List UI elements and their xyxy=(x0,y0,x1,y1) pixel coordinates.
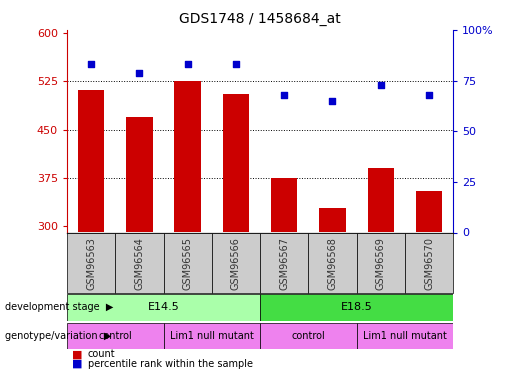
Point xyxy=(329,98,337,104)
Bar xyxy=(260,322,356,349)
Text: percentile rank within the sample: percentile rank within the sample xyxy=(88,359,252,369)
Bar xyxy=(260,294,453,321)
Point xyxy=(183,62,192,68)
Text: Lim1 null mutant: Lim1 null mutant xyxy=(170,331,254,340)
Bar xyxy=(222,94,249,232)
Bar xyxy=(67,294,260,321)
Bar xyxy=(212,232,260,292)
Point xyxy=(376,82,385,88)
Bar xyxy=(67,232,115,292)
Bar xyxy=(260,232,308,292)
Bar xyxy=(356,232,405,292)
Bar xyxy=(78,90,105,232)
Text: ■: ■ xyxy=(72,350,82,359)
Bar xyxy=(271,178,298,232)
Bar xyxy=(126,117,152,232)
Text: E18.5: E18.5 xyxy=(341,303,372,312)
Text: GSM96566: GSM96566 xyxy=(231,237,241,290)
Point xyxy=(135,69,144,75)
Title: GDS1748 / 1458684_at: GDS1748 / 1458684_at xyxy=(179,12,341,26)
Text: GSM96564: GSM96564 xyxy=(134,237,144,290)
Text: GSM96565: GSM96565 xyxy=(183,237,193,290)
Text: development stage  ▶: development stage ▶ xyxy=(5,303,113,312)
Point xyxy=(425,92,433,98)
Bar xyxy=(175,81,201,232)
Text: Lim1 null mutant: Lim1 null mutant xyxy=(363,331,447,340)
Bar xyxy=(308,232,356,292)
Text: count: count xyxy=(88,350,115,359)
Text: GSM96569: GSM96569 xyxy=(376,237,386,290)
Text: ■: ■ xyxy=(72,359,82,369)
Point xyxy=(87,62,95,68)
Bar xyxy=(67,322,163,349)
Bar xyxy=(115,232,163,292)
Bar xyxy=(163,232,212,292)
Bar xyxy=(416,191,442,232)
Text: genotype/variation  ▶: genotype/variation ▶ xyxy=(5,331,112,340)
Text: GSM96568: GSM96568 xyxy=(328,237,337,290)
Bar xyxy=(163,322,260,349)
Bar xyxy=(405,232,453,292)
Bar xyxy=(368,168,394,232)
Point xyxy=(232,62,240,68)
Text: GSM96570: GSM96570 xyxy=(424,237,434,290)
Bar xyxy=(319,208,346,232)
Text: control: control xyxy=(291,331,325,340)
Text: control: control xyxy=(98,331,132,340)
Text: E14.5: E14.5 xyxy=(148,303,179,312)
Point xyxy=(280,92,288,98)
Text: GSM96563: GSM96563 xyxy=(86,237,96,290)
Text: GSM96567: GSM96567 xyxy=(279,237,289,290)
Bar xyxy=(356,322,453,349)
